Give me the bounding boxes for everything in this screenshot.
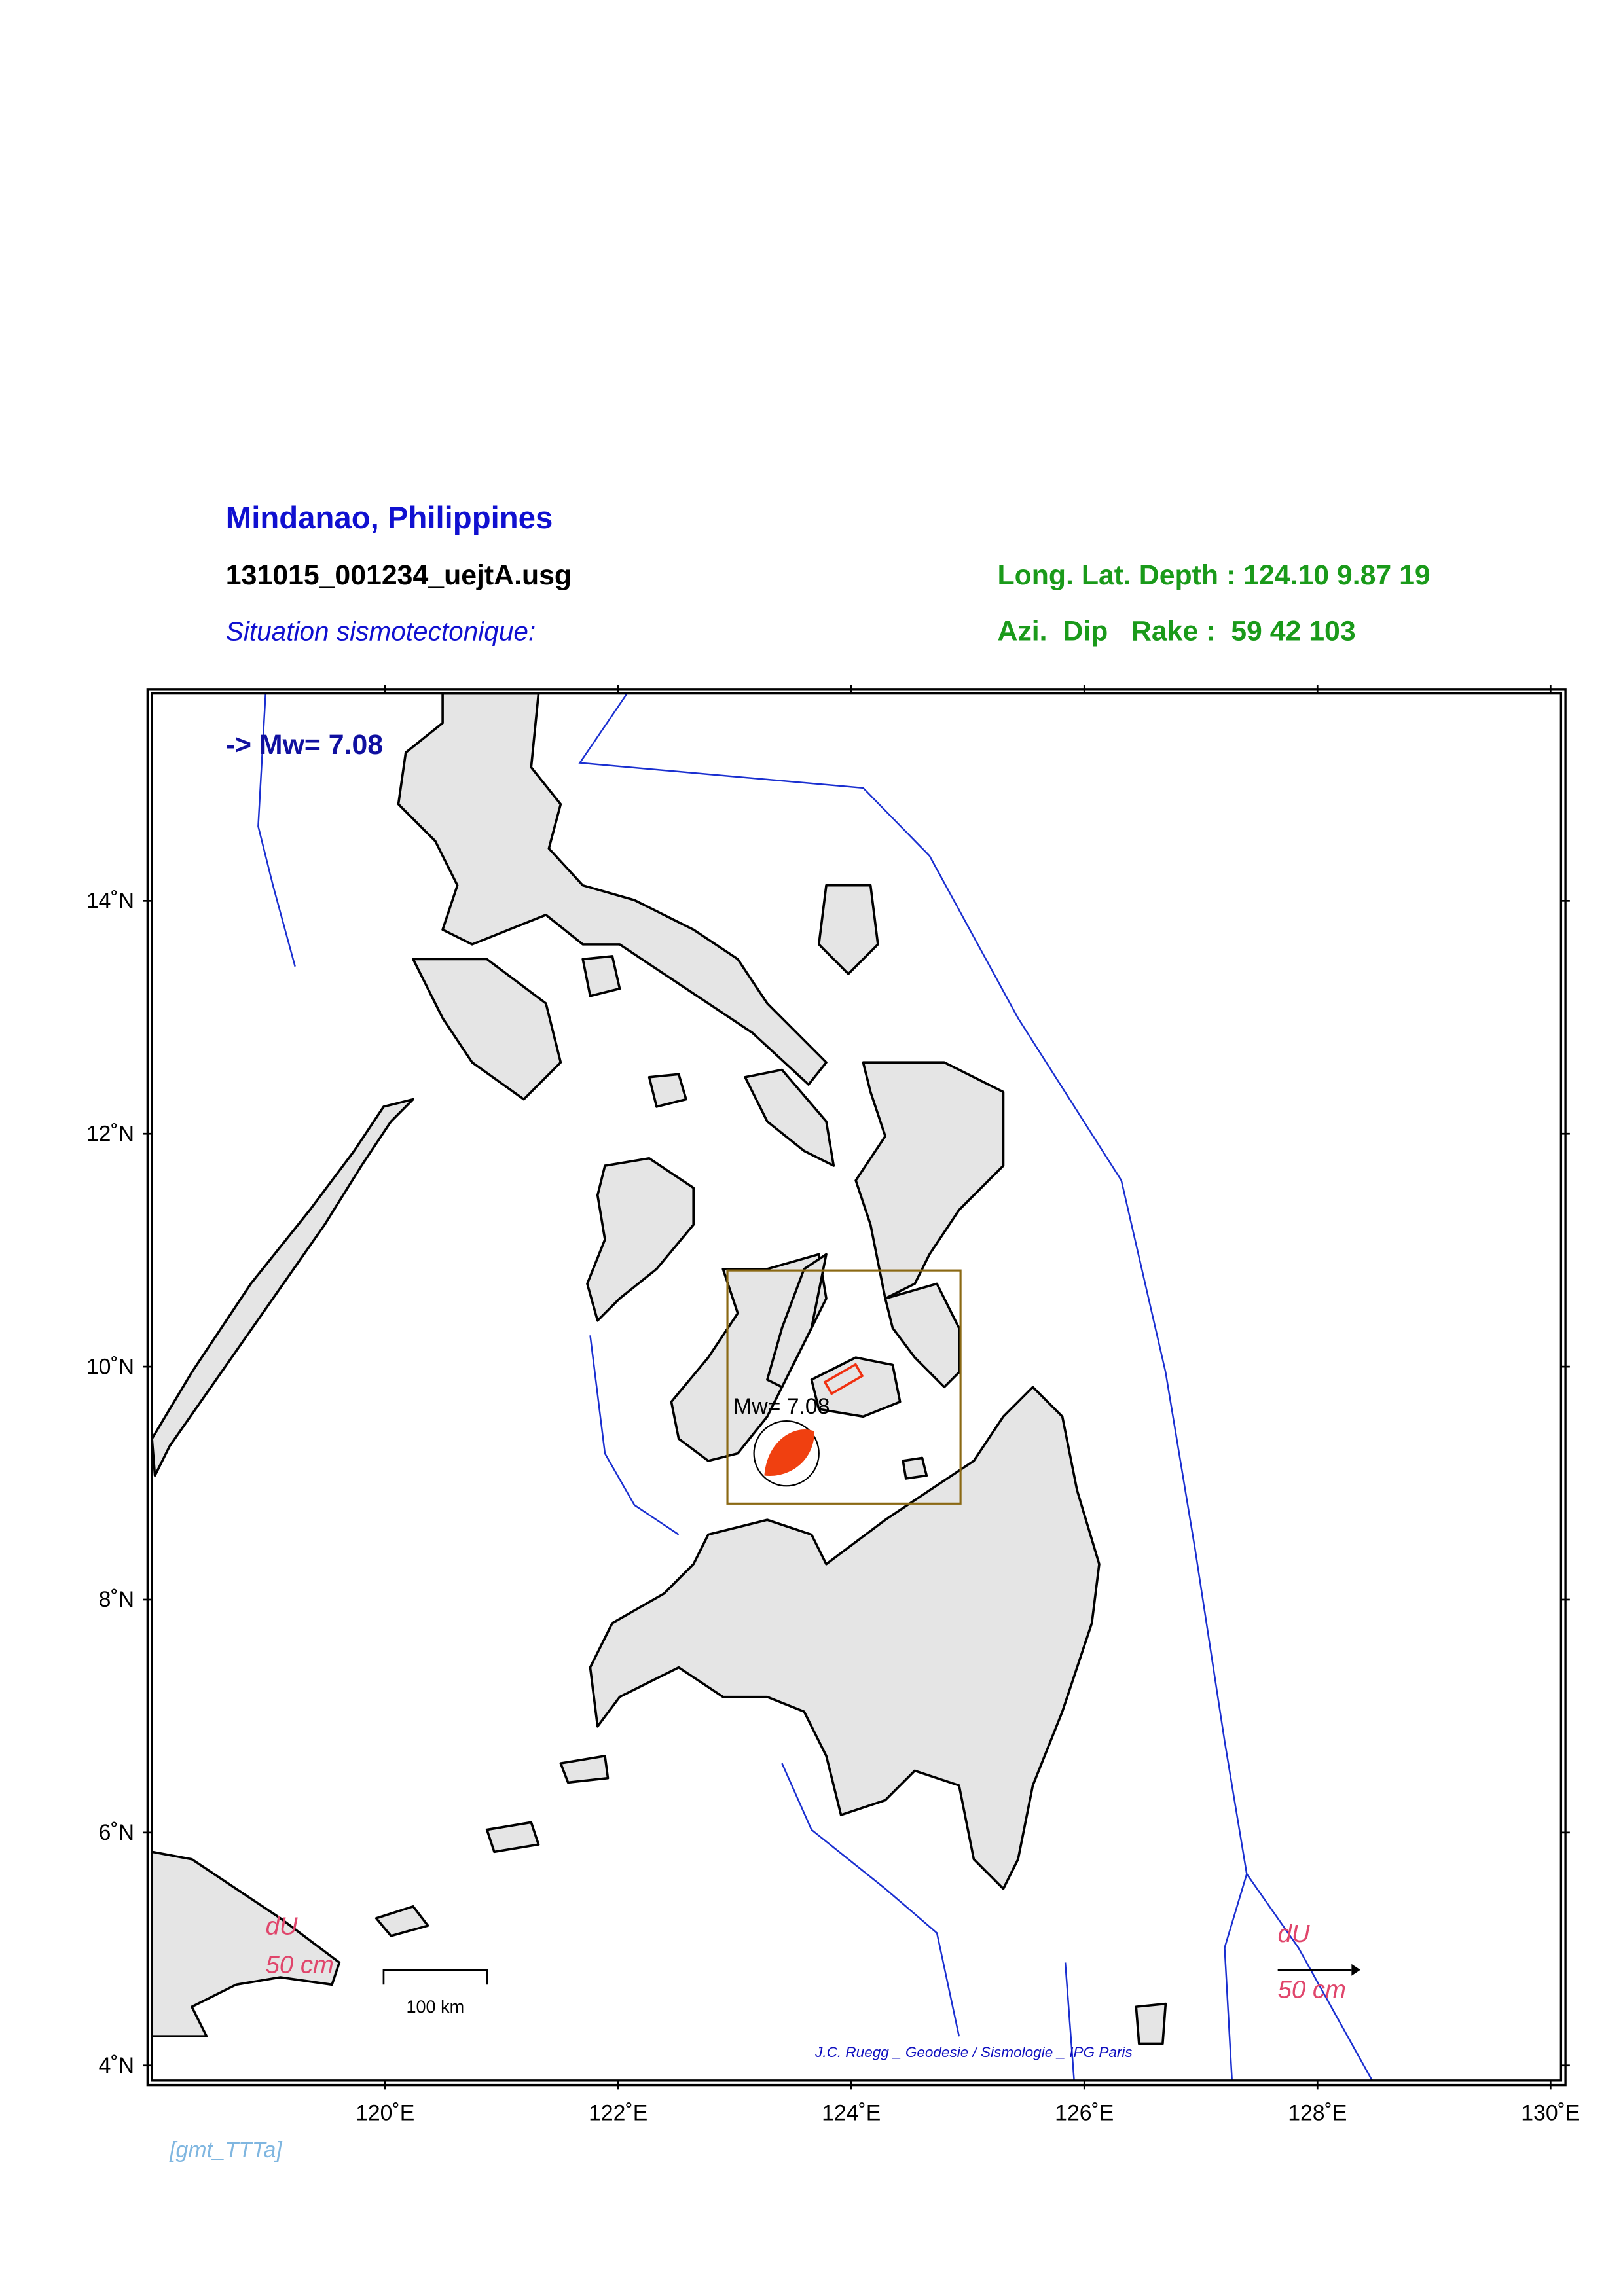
- mechanism: Azi. Dip Rake : 59 42 103: [997, 615, 1355, 647]
- y-tick-label: 14˚N: [86, 889, 134, 914]
- marinduque: [581, 955, 621, 997]
- x-tick-label: 120˚E: [356, 2101, 414, 2126]
- beachball-compression: [764, 1429, 815, 1476]
- borneo: [151, 1850, 341, 2038]
- cebu: [766, 1253, 828, 1389]
- x-tick-label: 128˚E: [1288, 2101, 1347, 2126]
- frame-inner: [151, 692, 1563, 2082]
- magnitude: -> Mw= 7.08: [226, 729, 383, 761]
- x-tick-label: 130˚E: [1521, 2101, 1580, 2126]
- sangihe-trench-east: [1224, 1873, 1248, 2081]
- event-label: Mw= 7.08: [733, 1394, 830, 1419]
- x-tick-label: 122˚E: [589, 2101, 647, 2126]
- location: Long. Lat. Depth : 124.10 9.87 19: [997, 560, 1430, 591]
- y-tick-label: 4˚N: [99, 2053, 134, 2078]
- vector-label: dU: [1278, 1920, 1310, 1948]
- masbate: [744, 1068, 835, 1167]
- trenches: [257, 692, 1373, 2081]
- panay: [586, 1157, 695, 1322]
- cotabato-trench: [781, 1763, 960, 2037]
- vector-label: dU: [266, 1912, 298, 1941]
- vector-scale: 50 cm: [266, 1950, 334, 1979]
- credit: J.C. Ruegg _ Geodesie / Sismologie _ IPG…: [814, 2044, 1133, 2060]
- map-area: Mw= 7.08 -> Mw= 7.08 dU 50 cm dU 50 cm 1…: [146, 688, 1567, 2087]
- y-tick-label: 6˚N: [99, 1820, 134, 1845]
- camiguin: [902, 1456, 928, 1480]
- y-tick-label: 10˚N: [86, 1354, 134, 1379]
- leyte: [884, 1282, 960, 1389]
- x-tick-label: 124˚E: [822, 2101, 881, 2126]
- catanduanes: [817, 884, 879, 975]
- file-name: 131015_001234_uejtA.usg: [226, 560, 572, 591]
- philippine-trench: [578, 692, 1373, 2081]
- tablas: [647, 1073, 687, 1108]
- bohol: [810, 1356, 902, 1418]
- small-islands: [374, 1755, 1167, 2045]
- subtitle: Situation sismotectonique:: [226, 616, 536, 646]
- luzon: [397, 692, 828, 1086]
- samar: [854, 1061, 1005, 1300]
- palawan: [151, 1098, 414, 1477]
- scale-bar: [382, 1969, 488, 1985]
- study-box: [726, 1269, 962, 1505]
- mindoro: [412, 958, 562, 1101]
- fault-plane: [823, 1363, 864, 1395]
- negros-trench: [589, 1335, 680, 1535]
- scale-bar-label: 100 km: [407, 1997, 465, 2017]
- footer: [gmt_TTTa]: [169, 2138, 283, 2162]
- frame-outer: [146, 688, 1567, 2087]
- land: [151, 692, 1167, 2045]
- mindanao: [589, 1386, 1101, 1890]
- vector-arrowhead: [1351, 1964, 1360, 1976]
- y-tick-label: 8˚N: [99, 1587, 134, 1612]
- sangihe-trench: [1064, 1962, 1075, 2081]
- vector-scale: 50 cm: [1278, 1976, 1346, 2004]
- manila-trench: [257, 693, 296, 967]
- x-tick-label: 126˚E: [1055, 2101, 1114, 2126]
- negros: [670, 1253, 828, 1462]
- title: Mindanao, Philippines: [226, 501, 553, 535]
- y-tick-label: 12˚N: [86, 1121, 134, 1146]
